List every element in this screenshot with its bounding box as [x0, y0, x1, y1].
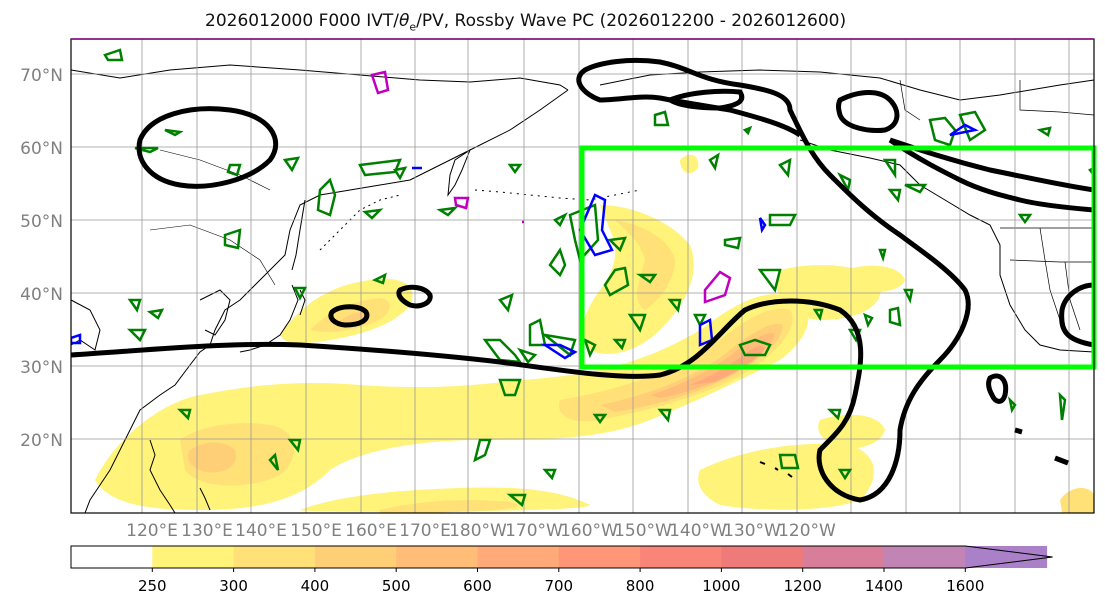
rossby-contours	[71, 57, 1094, 503]
colorbar-tick-label: 1400	[865, 577, 903, 595]
colorbar-tick-label: 1600	[946, 577, 984, 595]
colorbar-tick-label: 400	[301, 577, 330, 595]
colorbar-segment	[802, 546, 885, 568]
pv-contours	[103, 48, 1094, 508]
colorbar-segment	[640, 546, 722, 568]
lat-label: 20°N	[20, 431, 63, 451]
colorbar-tick-label: 1000	[702, 577, 740, 595]
title-prefix: 2026012000 F000 IVT/	[205, 11, 399, 31]
lon-label: 120°W	[778, 521, 836, 541]
lon-label: 120°E	[126, 521, 178, 541]
lon-label: 160°W	[560, 521, 618, 541]
figure-title: 2026012000 F000 IVT/θe/PV, Rossby Wave P…	[0, 0, 1105, 33]
colorbar-tick-label: 500	[382, 577, 411, 595]
colorbar-segment	[396, 546, 478, 568]
colorbar-outline	[70, 545, 1053, 569]
colorbar-segment	[71, 546, 153, 568]
lon-label: 180°W	[449, 521, 507, 541]
colorbar-tick-label: 600	[463, 577, 492, 595]
colorbar-segment	[314, 546, 397, 568]
colorbar-tick-label: 300	[219, 577, 248, 595]
title-theta: θ	[398, 11, 410, 31]
lon-label: 160°E	[345, 521, 397, 541]
colorbar-segment	[558, 546, 641, 568]
lon-label: 170°E	[399, 521, 451, 541]
title-text: 2026012000 F000 IVT/θe/PV, Rossby Wave P…	[205, 11, 846, 33]
title-theta-sub: e	[409, 20, 417, 34]
lat-label: 70°N	[20, 66, 63, 86]
lat-label: 60°N	[20, 139, 63, 159]
lon-label: 130°W	[723, 521, 781, 541]
colorbar-tick-label: 700	[544, 577, 573, 595]
lon-label: 130°E	[181, 521, 233, 541]
colorbar-segment	[884, 546, 966, 568]
colorbar-segment	[721, 546, 804, 568]
lon-label: 140°E	[235, 521, 287, 541]
colorbar-tick-label: 250	[138, 577, 167, 595]
lat-label: 50°N	[20, 212, 63, 232]
colorbar-segment	[152, 546, 235, 568]
colorbar-arrow	[965, 546, 1053, 568]
lon-label: 140°W	[669, 521, 727, 541]
coastlines	[71, 64, 1094, 513]
colorbar: 250 300 400 500 600 700 800 1000 1200 1400 1600	[70, 545, 1053, 595]
theta-contours	[71, 70, 979, 360]
colorbar-segment	[477, 546, 560, 568]
latitude-labels: 70°N 60°N 50°N 40°N 30°N 20°N	[20, 66, 63, 451]
lon-label: 150°E	[290, 521, 342, 541]
longitude-labels: 120°E 130°E 140°E 150°E 160°E 170°E180°W170°W…	[126, 521, 836, 541]
colorbar-tick-label: 800	[626, 577, 655, 595]
lat-label: 40°N	[20, 285, 63, 305]
colorbar-segment	[233, 546, 316, 568]
colorbar-tick-label: 1200	[784, 577, 822, 595]
lat-label: 30°N	[20, 358, 63, 378]
lon-label: 150°W	[614, 521, 672, 541]
title-suffix: /PV, Rossby Wave PC (2026012200 - 202601…	[416, 11, 847, 31]
lon-label: 170°W	[505, 521, 563, 541]
